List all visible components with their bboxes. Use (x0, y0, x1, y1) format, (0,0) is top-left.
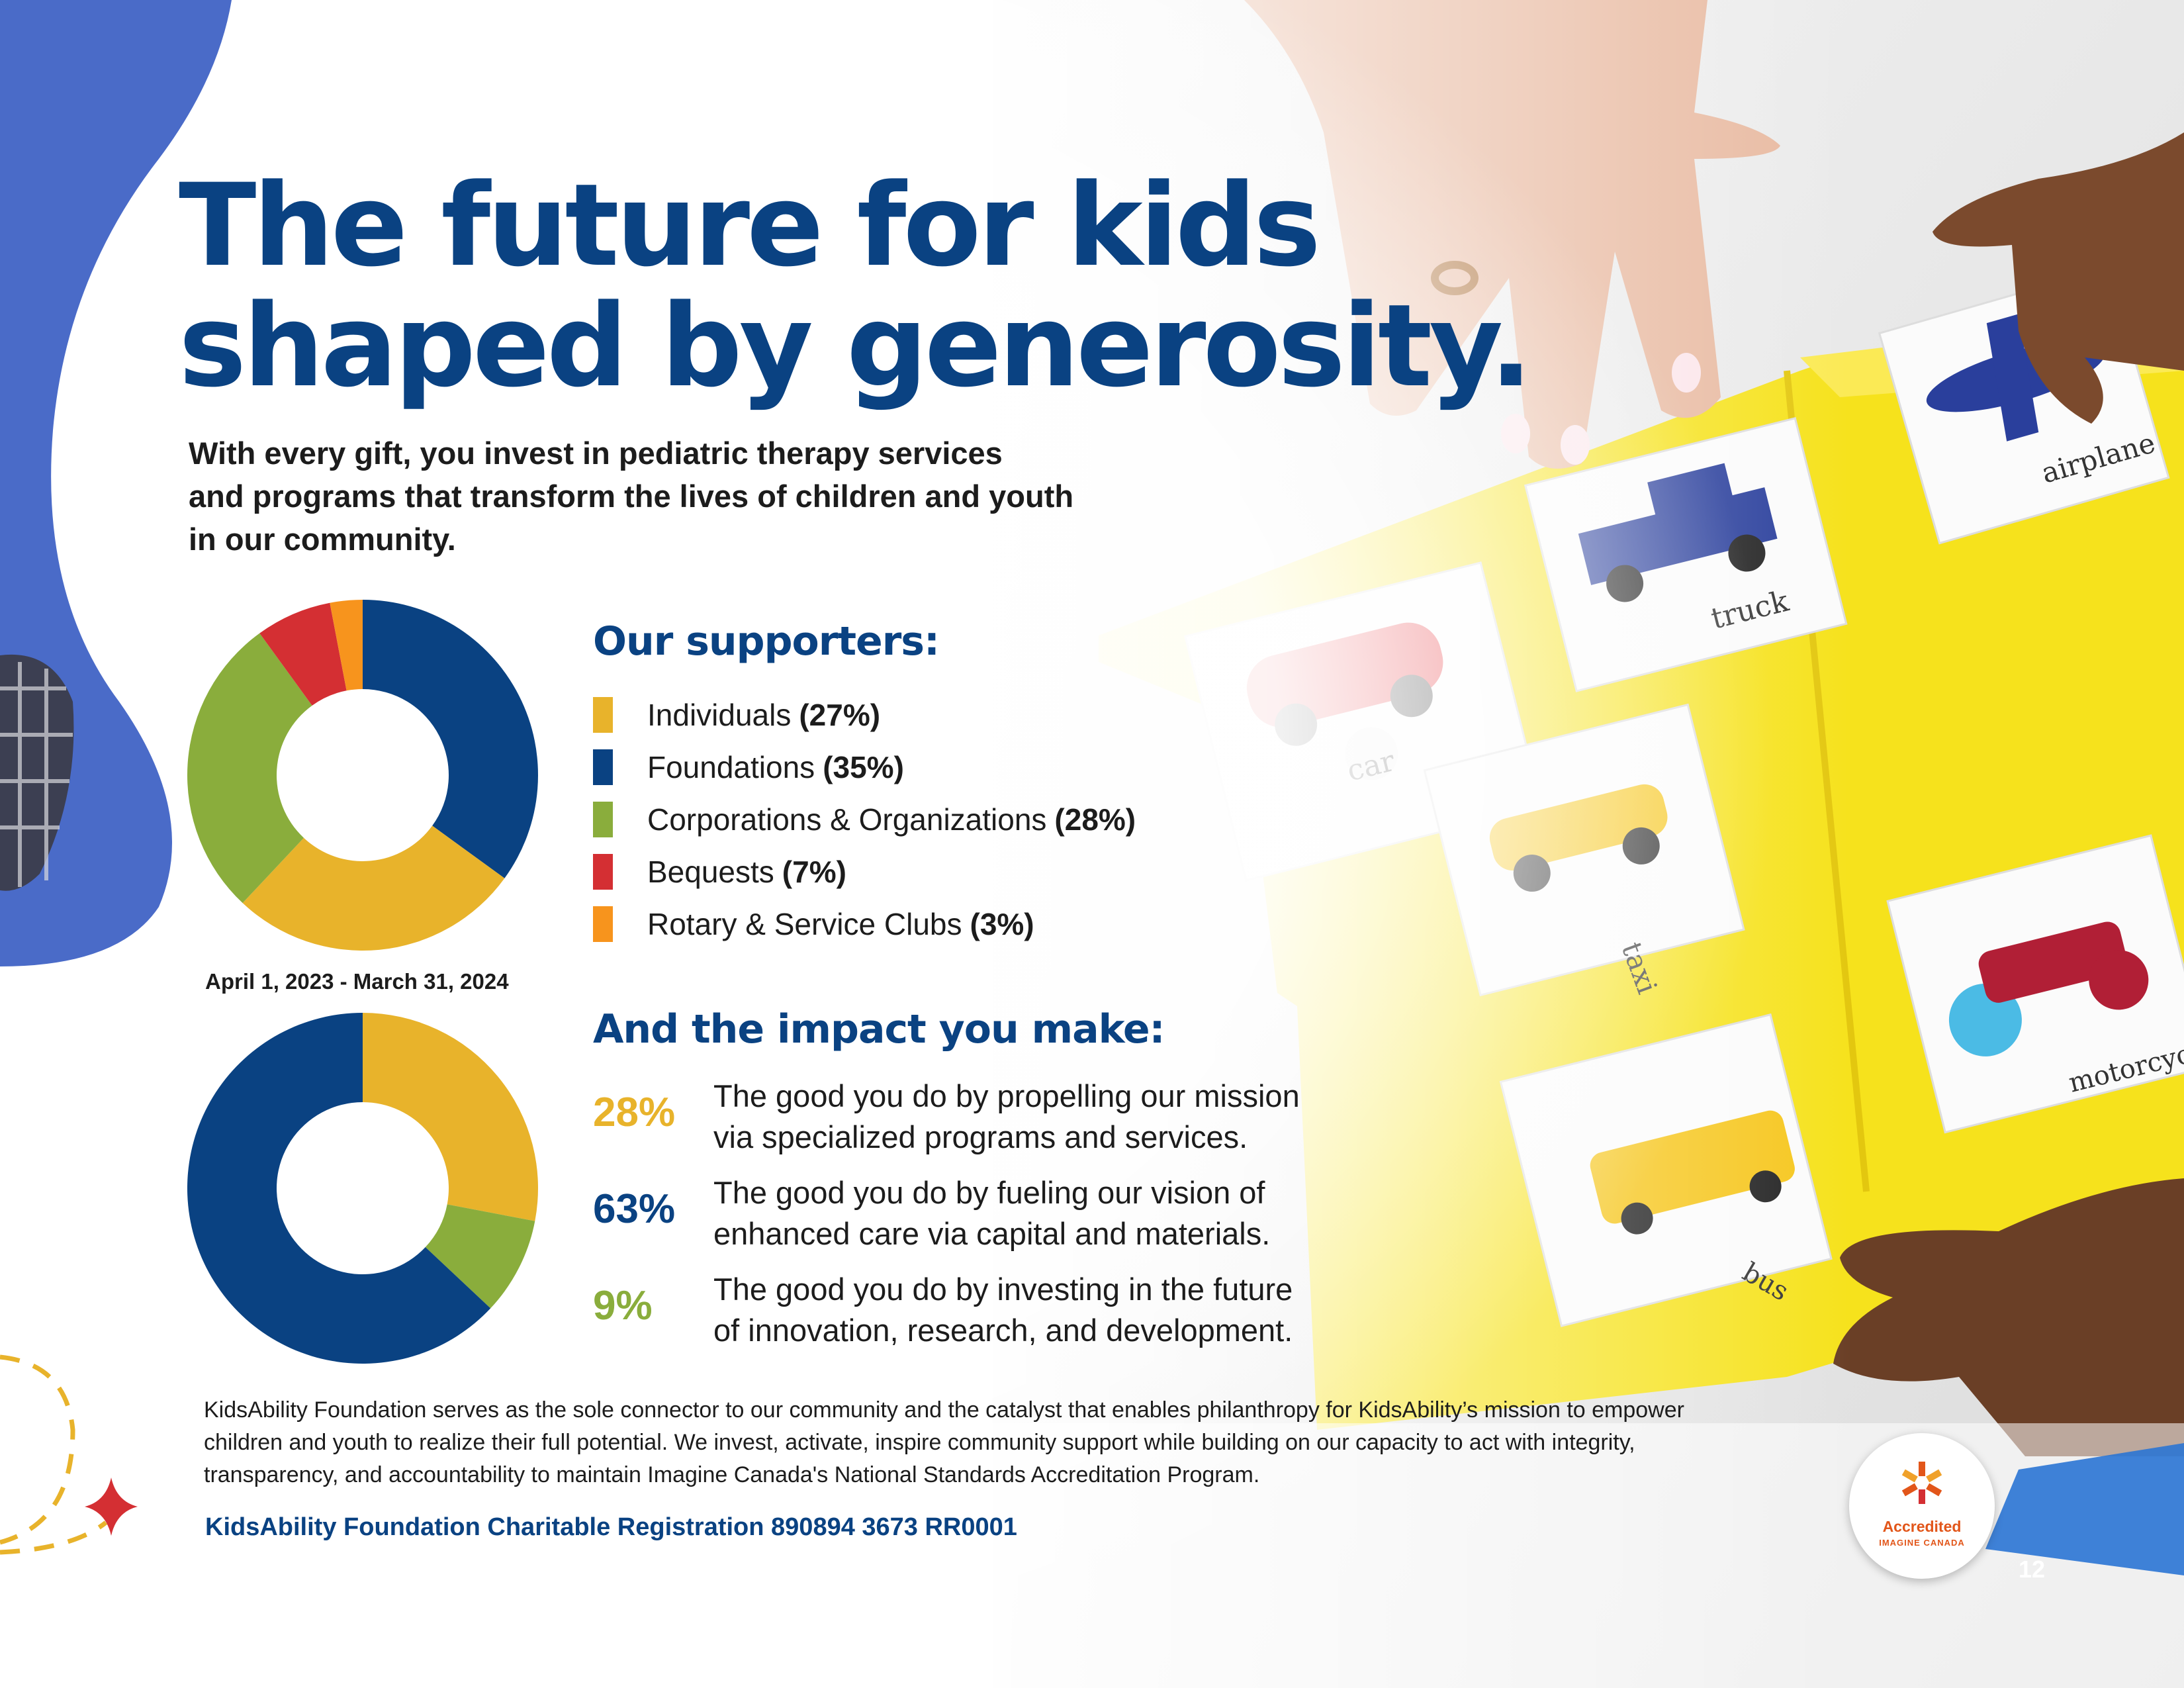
page-number: 12 (2019, 1556, 2046, 1583)
supporters-legend: Individuals (27%) Foundations (35%) Corp… (593, 688, 1136, 950)
impact-line: via specialized programs and services. (713, 1119, 1248, 1154)
accreditation-badge: Accredited IMAGINE CANADA (1849, 1433, 1995, 1579)
reporting-period: April 1, 2023 - March 31, 2024 (205, 969, 509, 994)
supporters-slice-1 (242, 825, 505, 951)
dashed-arc-decoration (0, 1354, 75, 1545)
charitable-registration: KidsAbility Foundation Charitable Regist… (205, 1513, 1017, 1541)
impact-percent: 28% (593, 1090, 676, 1135)
intro-line: With every gift, you invest in pediatric… (189, 436, 1003, 471)
impact-donut-chart (187, 1013, 538, 1364)
impact-description: The good you do by investing in the futu… (713, 1269, 1293, 1351)
supporters-slice-4 (330, 600, 363, 691)
supporters-slice-2 (187, 633, 312, 904)
intro-paragraph: With every gift, you invest in pediatric… (189, 432, 1248, 561)
legend-percent: (3%) (970, 906, 1034, 941)
impact-percent: 63% (593, 1186, 676, 1232)
legend-percent: (7%) (782, 854, 846, 889)
legend-item-individuals: Individuals (27%) (593, 688, 1136, 741)
footer-line: children and youth to realize their full… (204, 1430, 1635, 1455)
page-title-line-2: shaped by generosity. (179, 279, 1533, 412)
impact-line: enhanced care via capital and materials. (713, 1216, 1271, 1251)
footer-paragraph: KidsAbility Foundation serves as the sol… (204, 1394, 1832, 1491)
legend-label: Foundations (647, 749, 815, 784)
impact-donut-svg (187, 1013, 538, 1364)
legend-label: Corporations & Organizations (647, 802, 1047, 837)
intro-line: in our community. (189, 522, 456, 557)
intro-line: and programs that transform the lives of… (189, 479, 1074, 514)
page-title-line-1: The future for kids (179, 159, 1321, 292)
page-title: The future for kids shaped by generosity… (179, 159, 1533, 412)
footer-line: transparency, and accountability to main… (204, 1462, 1260, 1487)
legend-item-corporations: Corporations & Organizations (28%) (593, 793, 1136, 845)
impact-line: The good you do by fueling our vision of (713, 1175, 1265, 1210)
legend-label: Rotary & Service Clubs (647, 906, 962, 941)
legend-percent: (35%) (823, 749, 904, 784)
legend-item-foundations: Foundations (35%) (593, 741, 1136, 793)
legend-label: Individuals (647, 697, 792, 732)
legend-label: Bequests (647, 854, 774, 889)
supporters-heading: Our supporters: (593, 618, 940, 665)
supporters-slice-0 (363, 600, 538, 878)
badge-title: Accredited (1882, 1518, 1962, 1535)
impact-description: The good you do by fueling our vision of… (713, 1172, 1270, 1254)
supporters-donut-chart (187, 600, 538, 951)
supporters-donut-svg (187, 600, 538, 951)
legend-item-bequests: Bequests (7%) (593, 845, 1136, 898)
legend-percent: (27%) (799, 697, 881, 732)
impact-percent: 9% (593, 1283, 653, 1329)
impact-heading: And the impact you make: (593, 1006, 1165, 1053)
impact-slice-2 (187, 1013, 491, 1364)
footer-line: KidsAbility Foundation serves as the sol… (204, 1397, 1684, 1423)
legend-item-rotary: Rotary & Service Clubs (3%) (593, 898, 1136, 950)
legend-swatch (593, 749, 613, 785)
legend-swatch (593, 801, 613, 837)
impact-line: The good you do by investing in the futu… (713, 1272, 1293, 1307)
impact-line: of innovation, research, and development… (713, 1313, 1293, 1348)
imagine-canada-logo-icon (1902, 1462, 1942, 1504)
impact-description: The good you do by propelling our missio… (713, 1076, 1300, 1158)
legend-percent: (28%) (1054, 802, 1136, 837)
impact-slice-0 (363, 1013, 538, 1221)
sparkle-icon (85, 1477, 138, 1536)
legend-swatch (593, 696, 613, 733)
legend-swatch (593, 853, 613, 890)
supporters-slice-3 (259, 602, 347, 706)
impact-line: The good you do by propelling our missio… (713, 1078, 1300, 1113)
impact-slice-1 (425, 1204, 535, 1309)
badge-subtitle: IMAGINE CANADA (1879, 1538, 1965, 1548)
legend-swatch (593, 906, 613, 942)
